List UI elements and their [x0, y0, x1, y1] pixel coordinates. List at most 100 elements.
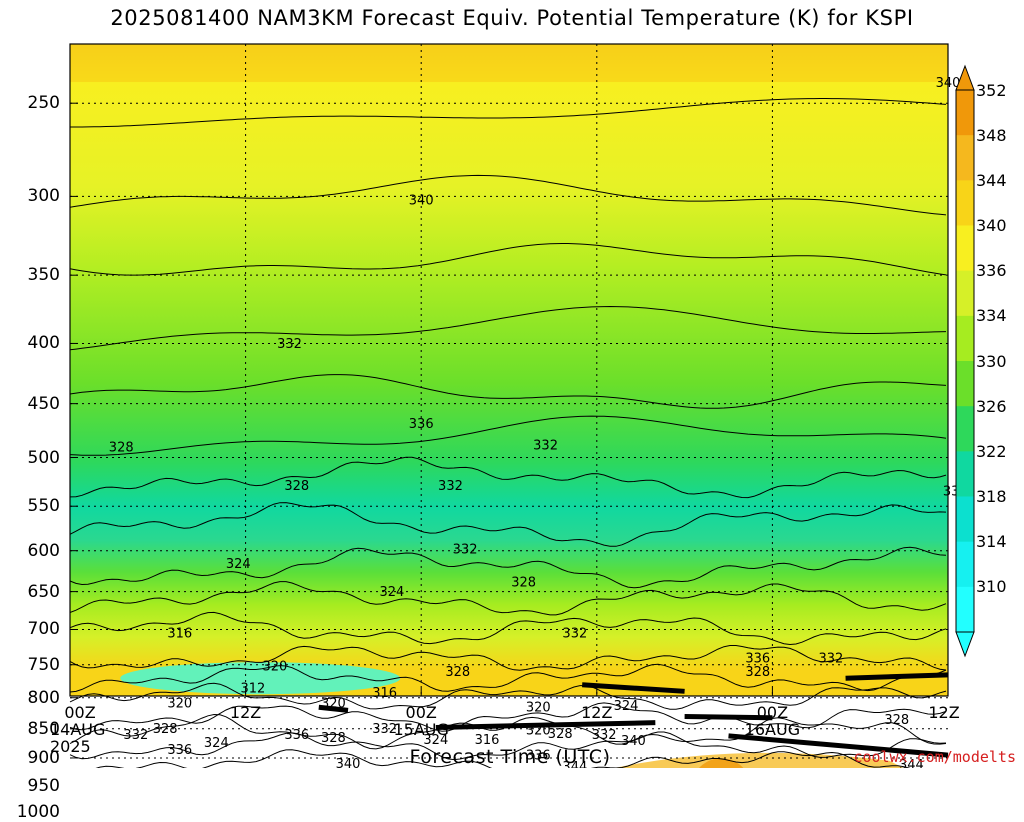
x-tick-label-line: 00Z [756, 703, 789, 722]
contour-label: 312 [241, 682, 266, 697]
contour-line-8 [69, 502, 947, 547]
colorbar-segment [956, 451, 974, 497]
colorbar-tick-label: 340 [976, 216, 1007, 236]
x-tick-label: 12Z [904, 704, 984, 721]
contour-line-15 [69, 702, 947, 732]
contour-line-10 [69, 581, 947, 616]
contour-label-text: 324 [423, 733, 448, 748]
colorbar-segment [956, 225, 974, 272]
y-tick-label: 1000 [16, 801, 60, 822]
y-tick-label: 350 [27, 265, 60, 286]
x-tick-label-line: 2025 [50, 737, 91, 756]
contour-label-text: 328 [548, 727, 573, 742]
x-tick-label-line: 12Z [581, 703, 613, 722]
contour-label: 336 [167, 743, 192, 758]
contour-label: 328 [445, 665, 470, 680]
contour-label: 316 [167, 627, 192, 642]
contour-label: 340 [936, 76, 961, 91]
contour-label: 320 [321, 696, 346, 711]
contour-line-7 [69, 456, 947, 499]
colorbar-tick-label: 318 [976, 487, 1007, 507]
colorbar-segment [956, 270, 974, 317]
contour-label-text: 320 [262, 660, 287, 675]
contour-label-text: 320 [321, 696, 346, 711]
upper-warm-band [70, 44, 948, 82]
contour-label: 324 [423, 733, 448, 748]
frontal-band [318, 672, 949, 758]
contour-label-text: 336 [409, 417, 434, 432]
cool-pocket [120, 662, 401, 695]
contour-label-text: 336 [284, 728, 309, 743]
contour-label-text: 328 [321, 731, 346, 746]
contour-label: 328 [884, 713, 909, 728]
colorbar [955, 64, 975, 658]
contour-label: 340 [336, 757, 361, 768]
contour-label-text: 332 [453, 542, 478, 557]
chart-title: 2025081400 NAM3KM Forecast Equiv. Potent… [110, 6, 914, 30]
grid-lines [69, 43, 949, 759]
contour-line-17 [69, 731, 947, 761]
contour-label-text: 328 [109, 441, 134, 456]
contour-label: 324 [614, 699, 639, 714]
x-tick-label-line: 12Z [229, 703, 262, 722]
contour-label-text: 328 [745, 665, 770, 680]
colorbar-segment [956, 496, 974, 543]
contour-label: 336 [409, 417, 434, 432]
colorbar-segment [956, 135, 974, 181]
colorbar-tick-label: 348 [976, 125, 1007, 145]
contour-label: 344 [562, 760, 587, 768]
contour-line-12 [69, 645, 947, 671]
y-tick-label: 650 [27, 581, 60, 602]
y-tick-label: 700 [27, 619, 60, 640]
colorbar-segment [956, 180, 974, 226]
contour-line-1 [70, 98, 947, 128]
contour-label-text: 316 [167, 627, 192, 642]
contour-label: 320 [526, 701, 551, 716]
contour-label-text: 332 [819, 651, 844, 666]
contour-label: 324 [204, 736, 229, 751]
contour-label: 328 [109, 441, 134, 456]
contour-label-text: 332 [123, 728, 148, 743]
contour-label-text: 332 [562, 627, 587, 642]
contour-label-text: 324 [614, 699, 639, 714]
credit-link[interactable]: coolwx.com/modelts [853, 748, 1016, 766]
field-background [70, 44, 948, 696]
x-axis-title: Forecast Time (UTC) [409, 746, 611, 768]
contour-label-text: 320 [526, 723, 551, 738]
colorbar-tick-label: 336 [976, 261, 1007, 281]
contour-label: 328 [321, 731, 346, 746]
contour-line-13 [69, 663, 947, 693]
contour-label: 336 [284, 728, 309, 743]
x-tick-label: 12Z [557, 704, 637, 721]
contour-line-18 [95, 749, 911, 768]
contour-label-text: 316 [372, 686, 397, 701]
contour-label-text: 312 [241, 682, 266, 697]
y-tick-label: 550 [27, 496, 60, 517]
contour-line-9 [69, 546, 947, 589]
colorbar-tick-label: 314 [976, 532, 1007, 552]
contour-line-3 [69, 243, 947, 276]
contour-label: 340 [621, 734, 646, 749]
colorbar-segment [956, 90, 974, 136]
contour-label-text: 328 [511, 576, 536, 591]
contour-label-text: 336 [745, 651, 770, 666]
x-tick-label: 00Z 14AUG 2025 [40, 704, 120, 755]
contour-label-text: 344 [899, 758, 924, 768]
y-tick-label: 300 [27, 186, 60, 207]
x-tick-label-line: 16AUG [744, 720, 801, 739]
contour-label-text: 340 [336, 757, 361, 768]
colorbar-segment [956, 586, 974, 633]
contour-label: 328 [548, 727, 573, 742]
colorbar-segment [956, 315, 974, 362]
x-tick-label: 00Z 15AUG [381, 704, 461, 738]
contour-label: 320 [262, 660, 287, 675]
y-tick-label: 600 [27, 540, 60, 561]
contour-labels: 344 344 340 340 336 332 336 332 332 332 328 328 324 3… [109, 76, 1024, 768]
colorbar-segment [956, 361, 974, 407]
contour-label: 328 [153, 722, 178, 737]
y-tick-label: 500 [27, 447, 60, 468]
contour-label-text: 340 [409, 193, 434, 208]
contour-label-text: 328 [445, 665, 470, 680]
heatmap-plot: 344 344 340 340 336 332 336 332 332 332 328 328 324 3… [69, 43, 1024, 768]
colorbar-tick-label: 352 [976, 80, 1007, 100]
